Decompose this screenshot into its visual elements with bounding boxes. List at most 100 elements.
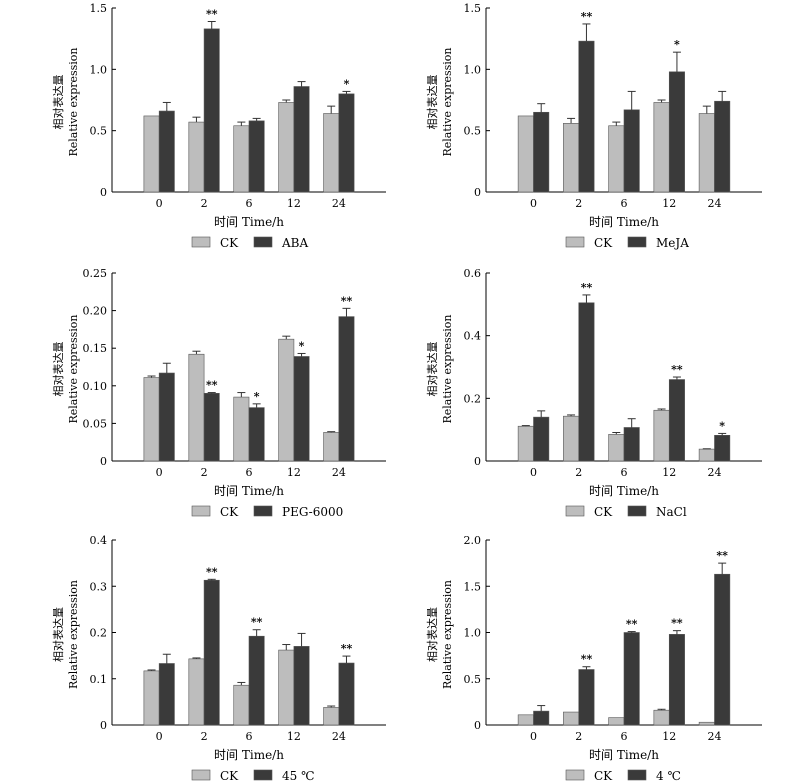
bar-treatment [668,71,685,193]
legend-swatch-ck [565,236,585,248]
bar-ck [188,121,205,193]
y-axis-title: Relative expression [67,580,80,689]
x-tick-label: 12 [662,197,676,210]
significance-mark: ** [341,642,353,655]
y-tick-label: 0 [474,186,481,199]
x-tick-label: 24 [707,730,721,743]
bar-ck [653,409,670,462]
bar-ck [608,434,625,462]
y-axis-title: Relative expression [441,47,454,156]
legend-label-treatment: 4 ℃ [656,769,681,782]
bar-treatment [623,632,640,726]
x-tick-label: 0 [530,197,537,210]
bar-ck [563,123,580,193]
bar-ck [323,707,340,726]
legend-swatch-treatment [253,505,273,517]
bar-treatment [668,634,685,726]
y-tick-label: 0.2 [90,627,108,640]
x-tick-label: 0 [156,197,163,210]
bar-ck [698,448,715,462]
x-tick-label: 2 [201,466,208,479]
legend-label-treatment: NaCl [656,505,687,519]
y-axis-title-cn: 相对表达量 [51,607,65,662]
bar-ck [143,115,160,193]
y-axis-title-cn: 相对表达量 [425,75,439,130]
significance-mark: ** [206,379,218,392]
x-axis-title: 时间 Time/h [589,484,659,498]
y-tick-label: 0 [474,455,481,468]
y-tick-label: 0.25 [83,267,108,280]
bar-treatment [248,120,265,193]
bar-treatment [158,663,175,726]
x-tick-label: 0 [530,730,537,743]
legend-swatch-treatment [627,236,647,248]
bar-ck [698,721,715,726]
y-axis-title: Relative expression [67,314,80,423]
y-tick-label: 1.5 [464,2,482,15]
significance-mark: ** [671,617,683,630]
significance-mark: ** [626,618,638,631]
y-tick-label: 0.4 [464,330,482,343]
chart-panel-5: 0 0.1 0.2 0.3 0.4 相对表达量 Relative expression 0 **… [51,534,386,782]
bar-treatment [293,86,310,193]
x-tick-label: 0 [156,730,163,743]
significance-mark: * [299,339,305,352]
x-tick-label: 2 [201,730,208,743]
bar-treatment [578,40,595,193]
y-tick-label: 2.0 [464,534,482,547]
y-axis-title: Relative expression [441,314,454,423]
bar-ck [517,425,534,462]
legend-swatch-ck [191,505,211,517]
x-tick-label: 6 [621,197,628,210]
legend-label-ck: CK [594,236,613,250]
y-tick-label: 0.05 [83,417,108,430]
significance-mark: ** [581,653,593,666]
significance-mark: ** [716,549,728,562]
y-tick-label: 0.5 [90,125,108,138]
significance-mark: ** [341,294,353,307]
x-tick-label: 12 [662,730,676,743]
legend-swatch-ck [191,236,211,248]
bar-ck [517,714,534,726]
x-tick-label: 24 [707,197,721,210]
x-tick-label: 12 [287,197,301,210]
chart-panel-2: 0 0.5 1.0 1.5 相对表达量 Relative expression 0 ** 2 6 *… [425,2,762,250]
y-tick-label: 1.0 [464,63,482,76]
chart-panel-3: 0 0.05 0.10 0.15 0.20 0.25 相对表达量 Relative expre… [51,267,386,519]
bar-treatment [338,662,355,726]
y-tick-label: 0.1 [90,673,108,686]
bar-ck [143,670,160,726]
bar-treatment [338,316,355,462]
x-tick-label: 0 [156,466,163,479]
bar-ck [188,658,205,726]
bar-treatment [533,111,550,193]
x-tick-label: 2 [575,730,582,743]
y-axis-title-cn: 相对表达量 [425,342,439,397]
chart-panel-6: 0 0.5 1.0 1.5 2.0 相对表达量 Relative expression 0 **… [425,534,762,782]
x-axis-title: 时间 Time/h [214,748,284,762]
significance-mark: ** [206,7,218,20]
significance-mark: ** [251,616,263,629]
y-tick-label: 0 [474,719,481,732]
bar-treatment [623,427,640,462]
bar-treatment [158,372,175,462]
x-tick-label: 24 [707,466,721,479]
bar-treatment [714,100,731,193]
bar-treatment [533,710,550,726]
bar-treatment [248,635,265,726]
bar-ck [278,102,295,193]
bar-ck [517,115,534,193]
legend-label-ck: CK [220,505,239,519]
legend-swatch-ck [191,769,211,781]
significance-mark: ** [671,363,683,376]
y-tick-label: 1.0 [90,63,108,76]
bar-ck [563,415,580,462]
y-tick-label: 0.15 [83,342,108,355]
bar-treatment [203,393,220,462]
bar-treatment [338,93,355,193]
bar-ck [233,684,250,726]
x-axis-title: 时间 Time/h [214,484,284,498]
significance-mark: * [254,390,260,403]
x-axis-title: 时间 Time/h [214,215,284,229]
